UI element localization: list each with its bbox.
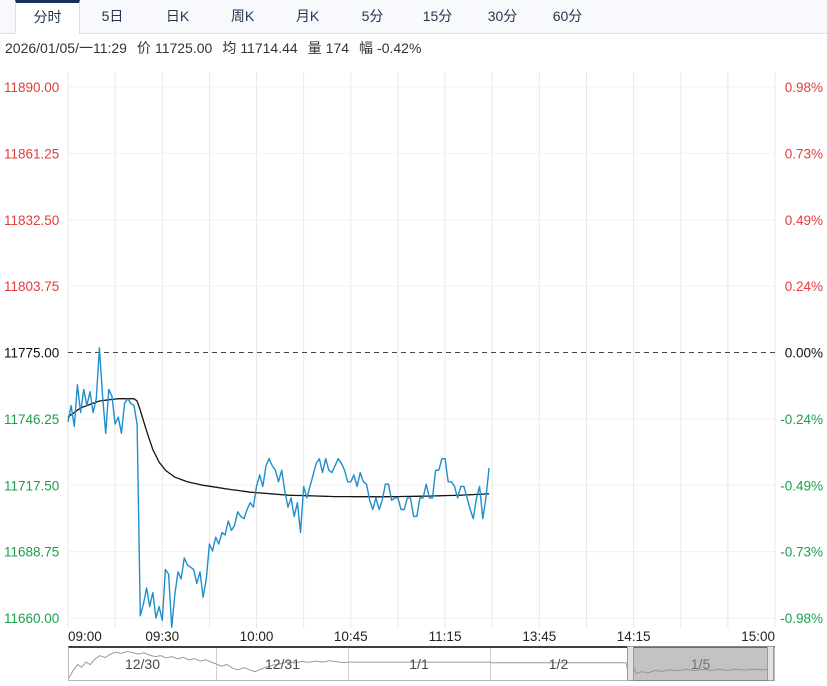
nav-section-divider: [490, 648, 491, 680]
volume-value: 174: [325, 40, 350, 56]
change-label: 幅: [359, 40, 374, 56]
tab-5min[interactable]: 5分: [361, 8, 384, 24]
average-value: 11714.44: [240, 40, 298, 56]
tab-weekly-k[interactable]: 周K: [230, 8, 255, 24]
price-value: 11725.00: [154, 40, 213, 56]
percent-axis-label: -0.98%: [780, 611, 823, 626]
nav-selected-range[interactable]: [627, 646, 774, 681]
time-axis-label: 09:30: [145, 629, 179, 644]
time-axis-label: 13:45: [522, 629, 556, 644]
price-line: [67, 347, 490, 628]
time-axis-label: 11:15: [429, 629, 462, 644]
tab-15min[interactable]: 15分: [422, 8, 453, 24]
percent-axis-label: -0.49%: [780, 478, 823, 493]
percent-axis-label: 0.49%: [785, 213, 823, 228]
time-axis-label: 10:45: [334, 629, 368, 644]
tab-30min[interactable]: 30分: [487, 8, 518, 24]
tab-60min[interactable]: 60分: [552, 8, 583, 24]
time-axis-label: 14:15: [617, 629, 651, 644]
tab-daily-k[interactable]: 日K: [165, 8, 190, 24]
nav-section-0[interactable]: 12/30: [124, 656, 161, 672]
time-axis-label: 10:00: [240, 629, 274, 644]
nav-section-divider: [348, 648, 349, 680]
price-axis-label: 11890.00: [4, 80, 59, 95]
percent-axis-label: 0.73%: [785, 146, 823, 161]
price-label: 价: [136, 40, 151, 56]
period-tabbar: 分时 5日 日K 周K 月K 5分 15分 30分 60分: [0, 0, 827, 34]
tab-monthly-k[interactable]: 月K: [295, 8, 320, 24]
nav-section-3[interactable]: 1/2: [548, 656, 569, 672]
percent-axis-label: 0.98%: [785, 80, 823, 95]
price-axis-label: 11803.75: [4, 279, 59, 294]
time-axis-label: 09:00: [68, 629, 102, 644]
average-label: 均: [222, 40, 237, 56]
volume-label: 量: [307, 40, 322, 56]
percent-axis-label: -0.73%: [780, 545, 823, 560]
price-axis-label: 11688.75: [4, 545, 59, 560]
price-axis-label: 11861.25: [4, 146, 59, 161]
nav-section-1[interactable]: 12/31: [264, 656, 301, 672]
quote-change-field: 幅 -0.42%: [359, 38, 421, 58]
price-axis-label: 11660.00: [4, 611, 59, 626]
price-axis-label: 11775.00: [4, 346, 59, 361]
average-price-line: [67, 398, 490, 498]
price-axis-label: 11746.25: [4, 412, 59, 427]
quote-volume-field: 量 174: [308, 38, 349, 58]
nav-right-handle[interactable]: [767, 646, 774, 681]
price-axis-label: 11832.50: [4, 213, 59, 228]
percent-axis-label: -0.24%: [780, 412, 823, 427]
price-axis-label: 11717.50: [4, 478, 59, 493]
time-axis-label: 15:00: [741, 629, 775, 644]
intraday-chart[interactable]: 11890.00 0.98% 11861.25 0.73% 11832.50 0.49% 1…: [0, 62, 827, 646]
change-value: -0.42%: [377, 40, 422, 56]
percent-axis-label: 0.00%: [785, 346, 823, 361]
nav-section-2[interactable]: 1/1: [409, 656, 429, 672]
quote-datetime: 2026/01/05/一11:29: [5, 40, 127, 56]
percent-axis-label: 0.24%: [785, 279, 823, 294]
quote-price-field: 价 11725.00: [137, 38, 212, 58]
tab-intraday[interactable]: 分时: [15, 0, 80, 34]
nav-left-handle[interactable]: [627, 646, 634, 681]
quote-average-field: 均 11714.44: [222, 38, 297, 58]
tab-5day[interactable]: 5日: [101, 8, 124, 24]
